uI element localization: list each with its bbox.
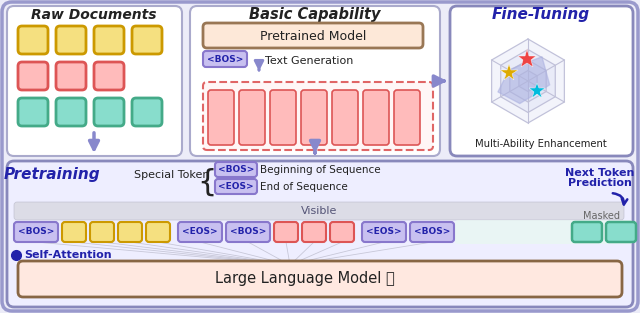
Text: {: { <box>197 167 217 197</box>
Text: Text Generation: Text Generation <box>265 56 353 66</box>
FancyBboxPatch shape <box>94 62 124 90</box>
FancyBboxPatch shape <box>94 98 124 126</box>
FancyBboxPatch shape <box>56 26 86 54</box>
FancyBboxPatch shape <box>410 222 454 242</box>
FancyBboxPatch shape <box>132 98 162 126</box>
FancyBboxPatch shape <box>455 220 633 244</box>
Polygon shape <box>492 39 564 123</box>
FancyBboxPatch shape <box>132 26 162 54</box>
Text: Raw Documents: Raw Documents <box>31 8 157 22</box>
Polygon shape <box>519 70 537 91</box>
Text: Beginning of Sequence: Beginning of Sequence <box>260 165 381 175</box>
Text: Next Token: Next Token <box>565 168 635 178</box>
Text: Pretraining: Pretraining <box>4 167 100 182</box>
FancyBboxPatch shape <box>450 6 633 156</box>
FancyBboxPatch shape <box>18 62 48 90</box>
Text: <BOS>: <BOS> <box>230 228 266 237</box>
Text: <EOS>: <EOS> <box>366 228 402 237</box>
FancyBboxPatch shape <box>7 161 633 307</box>
FancyBboxPatch shape <box>18 98 48 126</box>
FancyBboxPatch shape <box>190 6 440 156</box>
Text: Masked: Masked <box>582 211 620 221</box>
FancyBboxPatch shape <box>572 222 602 242</box>
FancyBboxPatch shape <box>363 90 389 145</box>
FancyBboxPatch shape <box>226 222 270 242</box>
Text: <EOS>: <EOS> <box>218 182 254 191</box>
FancyBboxPatch shape <box>203 82 433 150</box>
FancyBboxPatch shape <box>7 6 182 156</box>
FancyBboxPatch shape <box>215 162 257 177</box>
FancyBboxPatch shape <box>301 90 327 145</box>
Polygon shape <box>498 57 550 104</box>
FancyBboxPatch shape <box>18 261 622 297</box>
Text: Self-Attention: Self-Attention <box>24 250 111 260</box>
FancyBboxPatch shape <box>239 90 265 145</box>
Text: <EOS>: <EOS> <box>182 228 218 237</box>
FancyBboxPatch shape <box>56 62 86 90</box>
Text: <BOS>: <BOS> <box>18 228 54 237</box>
Text: <BOS>: <BOS> <box>218 165 254 174</box>
Text: Pretrained Model: Pretrained Model <box>260 29 366 43</box>
Text: Fine-Tuning: Fine-Tuning <box>492 8 590 23</box>
Polygon shape <box>500 49 556 112</box>
FancyBboxPatch shape <box>606 222 636 242</box>
FancyBboxPatch shape <box>203 23 423 48</box>
Text: End of Sequence: End of Sequence <box>260 182 348 192</box>
Text: Special Token: Special Token <box>134 170 210 180</box>
FancyBboxPatch shape <box>203 51 247 67</box>
Text: Basic Capability: Basic Capability <box>249 8 381 23</box>
Text: <BOS>: <BOS> <box>207 54 243 64</box>
FancyBboxPatch shape <box>118 222 142 242</box>
FancyBboxPatch shape <box>14 222 58 242</box>
FancyBboxPatch shape <box>270 90 296 145</box>
FancyBboxPatch shape <box>208 90 234 145</box>
FancyBboxPatch shape <box>14 202 624 220</box>
Polygon shape <box>510 60 546 102</box>
FancyBboxPatch shape <box>18 26 48 54</box>
Text: <BOS>: <BOS> <box>414 228 450 237</box>
FancyBboxPatch shape <box>90 222 114 242</box>
FancyBboxPatch shape <box>362 222 406 242</box>
Text: Large Language Model 🔥: Large Language Model 🔥 <box>215 271 395 286</box>
Text: Prediction: Prediction <box>568 178 632 188</box>
FancyBboxPatch shape <box>178 222 222 242</box>
FancyBboxPatch shape <box>215 179 257 194</box>
FancyBboxPatch shape <box>146 222 170 242</box>
Text: Multi-Ability Enhancement: Multi-Ability Enhancement <box>475 139 607 149</box>
FancyBboxPatch shape <box>302 222 326 242</box>
FancyBboxPatch shape <box>394 90 420 145</box>
FancyBboxPatch shape <box>56 98 86 126</box>
FancyBboxPatch shape <box>62 222 86 242</box>
FancyBboxPatch shape <box>332 90 358 145</box>
FancyBboxPatch shape <box>274 222 298 242</box>
FancyBboxPatch shape <box>330 222 354 242</box>
Text: Visible: Visible <box>301 206 337 216</box>
FancyBboxPatch shape <box>94 26 124 54</box>
